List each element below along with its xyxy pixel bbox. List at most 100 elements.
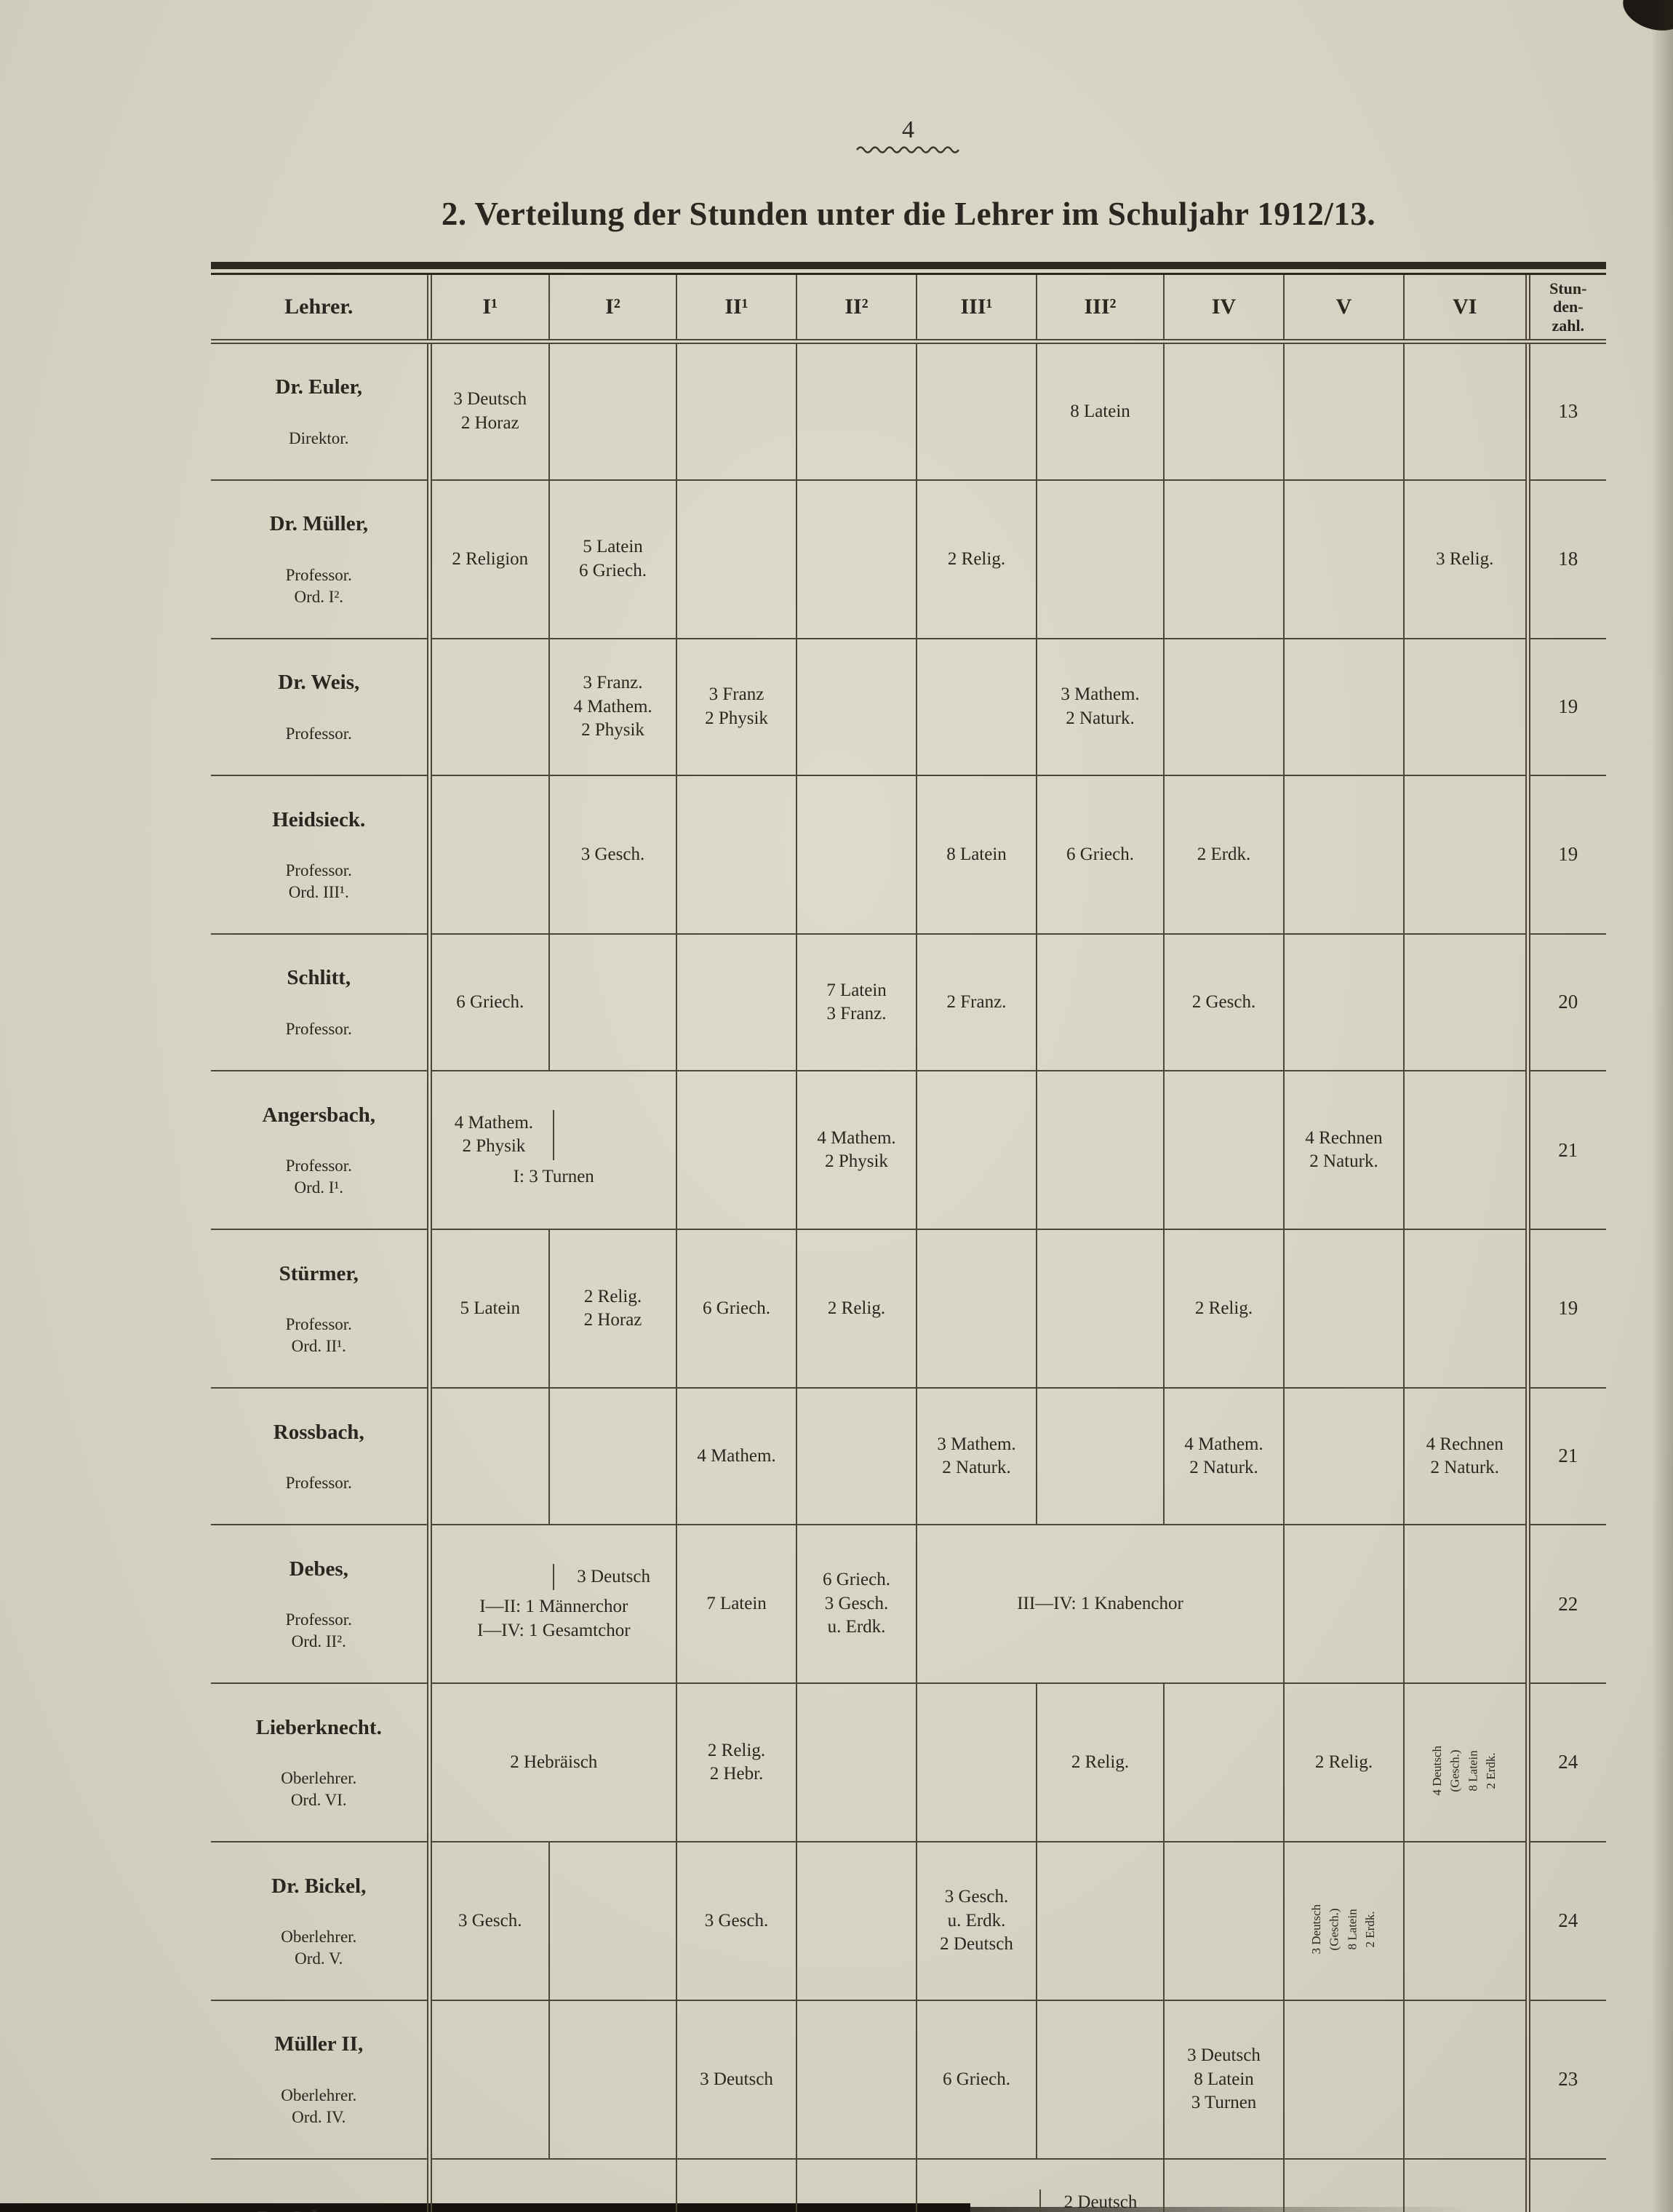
schedule-cell bbox=[548, 340, 677, 481]
teacher-title: Oberlehrer. Ord. VI. bbox=[281, 1768, 357, 1809]
schedule-cell bbox=[1163, 1070, 1285, 1231]
schedule-table: Lehrer. I¹ I² II¹ II² III¹ III² IV V VI … bbox=[211, 275, 1606, 2212]
schedule-cell: 2 Religion bbox=[426, 479, 550, 639]
schedule-cell: 3 Deutsch bbox=[796, 2157, 917, 2212]
teacher-title: Oberlehrer. Ord. IV. bbox=[281, 2085, 357, 2126]
schedule-cell bbox=[916, 1070, 1037, 1231]
page-title: 2. Verteilung der Stunden unter die Lehr… bbox=[441, 196, 1376, 232]
schedule-cell bbox=[1036, 1070, 1165, 1231]
schedule-cell bbox=[548, 933, 677, 1072]
schedule-cell bbox=[676, 1070, 797, 1231]
teacher-name: Dr. Schwarte, bbox=[214, 2205, 424, 2212]
total-cell: 20 bbox=[1525, 933, 1606, 1072]
page-fold-shadow bbox=[1651, 0, 1673, 2212]
teacher-cell: Debes, Professor. Ord. II². bbox=[211, 1524, 430, 1685]
schedule-cell: 3 Franz. 4 Mathem. 2 Physik bbox=[548, 637, 677, 777]
schedule-cell: 3 Relig. bbox=[1403, 479, 1528, 639]
teacher-cell: Lieberknecht. Oberlehrer. Ord. VI. bbox=[211, 1682, 430, 1843]
schedule-cell: 2 Engl. bbox=[676, 2157, 797, 2212]
schedule-cell: 6 Griech. bbox=[676, 1229, 797, 1389]
table-row: Dr. Bickel, Oberlehrer. Ord. V. 3 Gesch.… bbox=[211, 1841, 1606, 2001]
schedule-cell bbox=[426, 1999, 550, 2160]
teacher-name: Rossbach, bbox=[273, 1420, 364, 1444]
schedule-cell bbox=[676, 340, 797, 481]
total-cell: 19 bbox=[1525, 1229, 1606, 1389]
schedule-cell bbox=[1163, 637, 1285, 777]
schedule-cell bbox=[1403, 1999, 1528, 2160]
schedule-cell: 2 Relig. bbox=[916, 479, 1037, 639]
schedule-cell bbox=[553, 1109, 673, 1160]
rotated-text: 3 Deutsch (Gesch.) 8 Latein 2 Erdk. bbox=[1309, 1904, 1378, 1955]
schedule-cell: 4 Mathem. 2 Physik bbox=[796, 1070, 917, 1231]
schedule-cell bbox=[1283, 479, 1405, 639]
schedule-cell: 2 Deutsch 2 Franz. 3 Gesch. u. Erdk. bbox=[1039, 2189, 1160, 2212]
schedule-cell bbox=[1283, 933, 1405, 1072]
total-cell: 21 bbox=[1525, 1386, 1606, 1526]
total-cell: 21 bbox=[1525, 1070, 1606, 1231]
schedule-cell: 3 Deutsch bbox=[553, 1563, 673, 1591]
schedule-cell bbox=[1403, 1229, 1528, 1389]
schedule-cell: 4 Mathem. 2 Physik bbox=[454, 1112, 534, 1157]
schedule-cell bbox=[1283, 340, 1405, 481]
teacher-title: Professor. Ord. I¹. bbox=[285, 1156, 352, 1197]
schedule-cell bbox=[1403, 933, 1528, 1072]
schedule-cell: 7 Latein bbox=[676, 1524, 797, 1685]
schedule-cell bbox=[1283, 1229, 1405, 1389]
schedule-cell: 5 Latein 6 Griech. bbox=[548, 479, 677, 639]
teacher-title: Professor. Ord. II². bbox=[285, 1610, 352, 1650]
teacher-cell: Rossbach, Professor. bbox=[211, 1386, 430, 1526]
schedule-cell bbox=[426, 775, 550, 935]
schedule-cell: 4 Mathem. 2 Naturk. bbox=[1163, 1386, 1285, 1526]
schedule-cell bbox=[796, 1386, 917, 1526]
teacher-cell: Schlitt, Professor. bbox=[211, 933, 430, 1072]
schedule-cell: 3 Gesch. u. Erdk. 2 Deutsch bbox=[916, 1841, 1037, 2001]
table-row: Dr. Weis, Professor. 3 Franz. 4 Mathem. … bbox=[211, 637, 1606, 777]
schedule-cell: 3 Franz 2 Physik bbox=[676, 637, 797, 777]
teacher-cell: Dr. Müller, Professor. Ord. I². bbox=[211, 479, 430, 639]
schedule-cell: 3 Deutsch 2 Horaz bbox=[426, 340, 550, 481]
schedule-cell: 6 Griech. 3 Gesch. u. Erdk. bbox=[796, 1524, 917, 1685]
table-row: Heidsieck. Professor. Ord. III¹. 3 Gesch… bbox=[211, 775, 1606, 935]
teacher-name: Dr. Euler, bbox=[275, 375, 362, 399]
schedule-cell-span: III—IV: 1 Knabenchor bbox=[916, 1524, 1285, 1685]
schedule-cell bbox=[435, 1564, 554, 1591]
schedule-cell: 8 Latein bbox=[1036, 340, 1165, 481]
schedule-cell bbox=[676, 933, 797, 1072]
teacher-name: Schlitt, bbox=[287, 966, 351, 990]
schedule-cell: 2 Relig. bbox=[1036, 1682, 1165, 1843]
schedule-cell bbox=[1283, 1386, 1405, 1526]
schedule-cell: 2 Relig. 2 Horaz bbox=[548, 1229, 677, 1389]
teacher-title: Professor. bbox=[285, 1019, 352, 1038]
schedule-cell bbox=[1036, 1229, 1165, 1389]
schedule-cell bbox=[1403, 1070, 1528, 1231]
schedule-cell: 3 Mathem. 2 Naturk. bbox=[916, 1386, 1037, 1526]
schedule-cell-span: 2 Hebräisch bbox=[426, 1682, 677, 1843]
col-header-vi: VI bbox=[1403, 275, 1528, 344]
squiggle-divider bbox=[856, 146, 959, 153]
schedule-cell bbox=[796, 1682, 917, 1843]
teacher-name: Debes, bbox=[289, 1557, 348, 1581]
schedule-cell: 3 Gesch. bbox=[676, 1841, 797, 2001]
col-header-iii2: III² bbox=[1036, 275, 1165, 344]
schedule-cell: 4 Franz. bbox=[1163, 2157, 1285, 2212]
schedule-cell bbox=[916, 1682, 1037, 1843]
schedule-cell: 4 Rechnen 2 Naturk. bbox=[1283, 1070, 1405, 1231]
table-row: Dr. Euler, Direktor. 3 Deutsch 2 Horaz 8… bbox=[211, 340, 1606, 481]
schedule-cell bbox=[548, 1386, 677, 1526]
schedule-cell: 3 Mathem. 2 Naturk. bbox=[1036, 637, 1165, 777]
teacher-cell: Stürmer, Professor. Ord. II¹. bbox=[211, 1229, 430, 1389]
col-header-v: V bbox=[1283, 275, 1405, 344]
schedule-cell bbox=[1163, 479, 1285, 639]
schedule-cell bbox=[1036, 479, 1165, 639]
total-cell: 24 bbox=[1525, 1841, 1606, 2001]
top-rule-thick bbox=[211, 262, 1606, 269]
schedule-cell bbox=[916, 1229, 1037, 1389]
schedule-cell: 2 Gesch. bbox=[1163, 933, 1285, 1072]
schedule-cell: 7 Latein 3 Franz. bbox=[796, 933, 917, 1072]
total-cell: 24 bbox=[1525, 2157, 1606, 2212]
teacher-name: Stürmer, bbox=[279, 1261, 359, 1285]
schedule-cell bbox=[1283, 775, 1405, 935]
teacher-name: Heidsieck. bbox=[272, 807, 366, 831]
schedule-cell bbox=[1283, 2157, 1405, 2212]
schedule-cell bbox=[916, 637, 1037, 777]
